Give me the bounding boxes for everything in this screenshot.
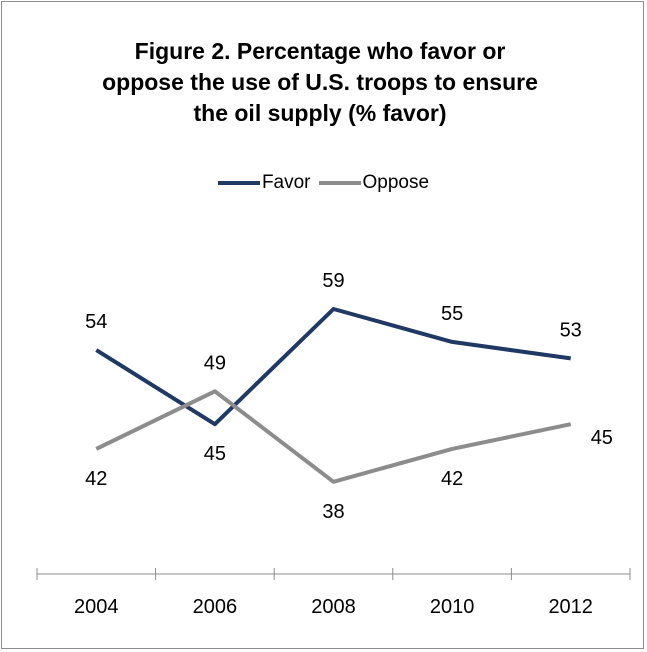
data-label-oppose-2008: 38 (322, 501, 344, 523)
series-line-oppose (95, 389, 572, 484)
x-tick-label-2004: 2004 (74, 596, 119, 618)
legend-swatch-oppose (318, 181, 361, 185)
series-line-favor (95, 307, 571, 427)
x-tick-label-2012: 2012 (548, 596, 593, 618)
legend-item-oppose: Oppose (318, 172, 430, 194)
data-label-oppose-2012: 45 (591, 427, 613, 449)
chart-title-line-1: Figure 2. Percentage who favor or (134, 38, 506, 64)
x-tick-label-2010: 2010 (430, 596, 475, 618)
legend-label-favor: Favor (261, 172, 311, 193)
data-label-favor-2008: 59 (322, 270, 344, 292)
chart-title-line-3: the oil supply (% favor) (193, 100, 447, 126)
data-label-oppose-2004: 42 (85, 468, 107, 490)
legend-item-favor: Favor (217, 172, 311, 194)
legend-swatch-favor (217, 181, 260, 185)
x-tick-label-2008: 2008 (311, 596, 356, 618)
legend-label-oppose: Oppose (362, 172, 430, 193)
data-label-favor-2006: 45 (204, 443, 226, 465)
chart-legend: Favor Oppose (0, 168, 647, 198)
x-tick-label-2006: 2006 (193, 596, 238, 618)
data-label-oppose-2010: 42 (441, 468, 463, 490)
chart-title-line-2: oppose the use of U.S. troops to ensure (102, 69, 538, 95)
data-label-oppose-2006: 49 (204, 352, 226, 374)
data-label-favor-2004: 54 (85, 311, 107, 333)
chart-title: Figure 2. Percentage who favor or oppose… (40, 36, 600, 129)
data-label-favor-2012: 53 (560, 319, 582, 341)
data-label-favor-2010: 55 (441, 303, 463, 325)
